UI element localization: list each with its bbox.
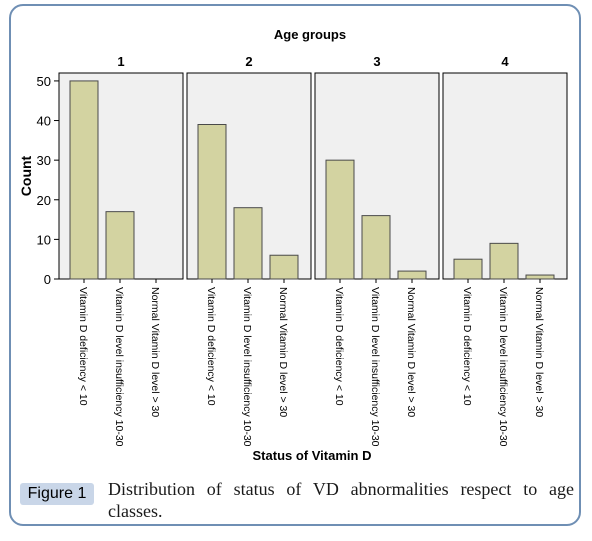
bar bbox=[233, 207, 263, 280]
bar bbox=[69, 80, 99, 280]
x-tick-label: Normal Vitamin D level > 30 bbox=[533, 287, 545, 417]
figure-caption: Distribution of status of VD abnormaliti… bbox=[108, 479, 574, 521]
y-tick-label: 20 bbox=[37, 193, 51, 208]
panel-header: 2 bbox=[245, 54, 252, 69]
x-tick-label: Vitamin D level insufficiency 10-30 bbox=[497, 287, 509, 447]
x-tick-label: Vitamin D deficiency < 10 bbox=[205, 287, 217, 406]
x-tick-label: Vitamin D deficiency < 10 bbox=[77, 287, 89, 406]
bar bbox=[105, 211, 135, 280]
bar bbox=[269, 254, 299, 280]
y-tick-label: 30 bbox=[37, 153, 51, 168]
chart-title: Age groups bbox=[274, 27, 346, 42]
y-axis-label: Count bbox=[18, 155, 34, 196]
figure-label: Figure 1 bbox=[20, 483, 94, 505]
x-tick-label: Vitamin D deficiency < 10 bbox=[333, 287, 345, 406]
bar bbox=[397, 270, 427, 280]
y-tick-label: 40 bbox=[37, 114, 51, 129]
panel-header: 1 bbox=[117, 54, 124, 69]
x-tick-label: Vitamin D level insufficiency 10-30 bbox=[113, 287, 125, 447]
x-tick-label: Vitamin D level insufficiency 10-30 bbox=[369, 287, 381, 447]
bar bbox=[325, 159, 355, 280]
bar bbox=[525, 274, 555, 280]
x-tick-label: Normal Vitamin D level > 30 bbox=[277, 287, 289, 417]
bar bbox=[361, 215, 391, 280]
x-tick-label: Vitamin D level insufficiency 10-30 bbox=[241, 287, 253, 447]
x-tick-label: Normal Vitamin D level > 30 bbox=[405, 287, 417, 417]
x-axis-label: Status of Vitamin D bbox=[253, 448, 372, 463]
bar bbox=[197, 124, 227, 280]
panel-header: 3 bbox=[373, 54, 380, 69]
y-tick-label: 50 bbox=[37, 74, 51, 89]
y-tick-label: 10 bbox=[37, 232, 51, 247]
bar bbox=[453, 258, 483, 280]
bar bbox=[489, 242, 519, 280]
y-tick-label: 0 bbox=[44, 272, 51, 287]
panel-header: 4 bbox=[501, 54, 509, 69]
x-tick-label: Vitamin D deficiency < 10 bbox=[461, 287, 473, 406]
x-tick-label: Normal Vitamin D level > 30 bbox=[149, 287, 161, 417]
